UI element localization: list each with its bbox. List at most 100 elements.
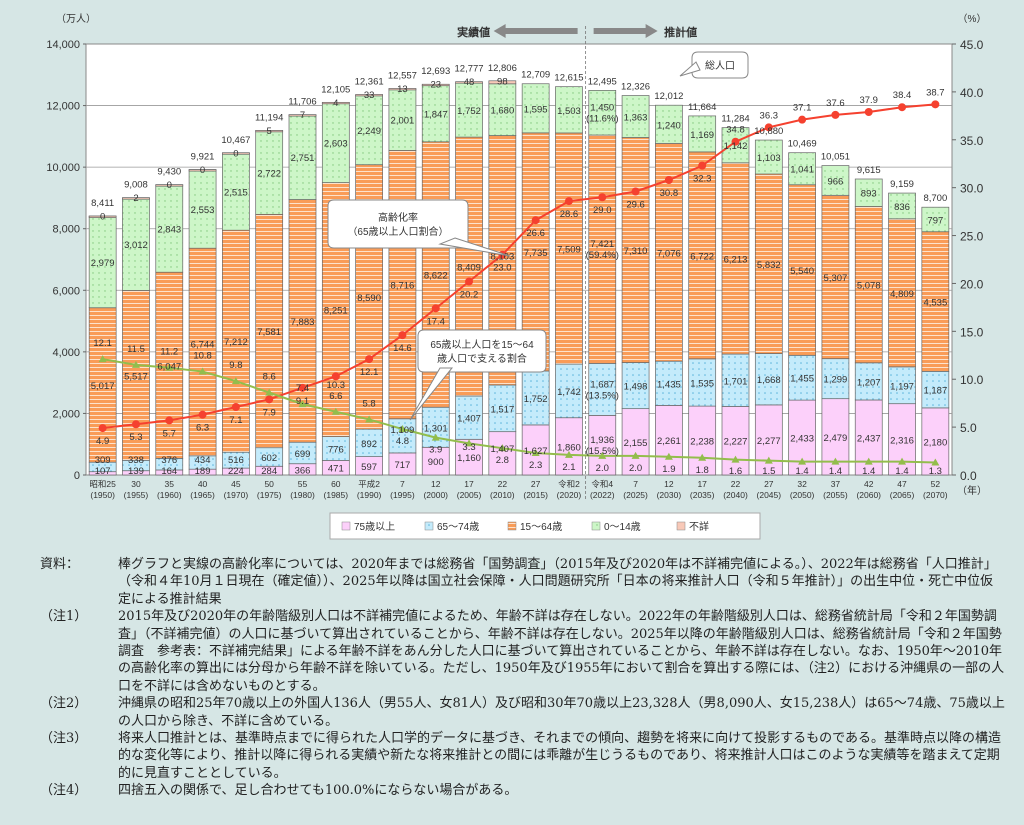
bar-value-label: 6,744 [191, 340, 215, 351]
bar-segment [288, 114, 317, 200]
aging-rate-point [465, 277, 474, 286]
bar-segment [821, 358, 850, 400]
bar-value-label: 471 [328, 464, 344, 475]
bar-segment [421, 446, 450, 476]
bar-value-label: 1,299 [824, 375, 848, 386]
projected-label: 推計値 [664, 25, 697, 39]
bar-segment [122, 197, 150, 200]
bar-segment [621, 137, 650, 363]
support-ratio-label: 7.4 [296, 383, 309, 394]
x-tick-label: 27 [764, 479, 774, 489]
bar-total-label: 10,880 [754, 126, 783, 137]
bar-segment [588, 415, 617, 476]
bar-segment [688, 115, 717, 153]
x-tick-label: (2015) [523, 490, 548, 500]
total-callout-text: 総人口 [705, 59, 735, 72]
legend-swatch [424, 521, 434, 531]
aging-rate-label: 38.4 [893, 90, 912, 101]
bar-value-label: 1,160 [457, 453, 481, 464]
support-ratio-point [131, 360, 140, 368]
bar-segment [488, 83, 517, 136]
bar-segment [288, 114, 317, 117]
bar-value-label: 2,479 [824, 433, 848, 444]
legend [329, 512, 761, 540]
bar-value-label: 1,687 [590, 379, 614, 390]
bar-value-label: 5,832 [757, 260, 781, 271]
aging-callout-text: （65歳以上人口割合） [347, 225, 448, 238]
y-tick-left: 14,000 [46, 39, 80, 51]
bar-total-label: 9,615 [857, 165, 881, 176]
bar-value-label: 0 [167, 180, 172, 191]
aging-rate-point [231, 402, 240, 411]
x-tick-label: (1965) [190, 490, 215, 500]
legend-swatch [591, 521, 601, 531]
x-tick-label: 平成2 [358, 479, 380, 489]
bar-total-label: 8,700 [923, 193, 947, 204]
bar-value-label: 1,535 [690, 378, 714, 389]
bar-value-label: 2,603 [324, 139, 348, 150]
support-ratio-point [831, 457, 840, 465]
note-label: （注3） [40, 731, 88, 747]
bar-total-label: 12,777 [455, 64, 484, 75]
bar-pct-label: (13.5%) [586, 390, 619, 401]
support-ratio-point [331, 407, 340, 415]
support-ratio-point [231, 377, 240, 385]
bar-value-label: 1,240 [657, 120, 681, 131]
legend-swatch [341, 521, 351, 531]
x-tick-label: (2000) [423, 490, 448, 500]
bar-value-label: 1,595 [524, 104, 548, 115]
support-ratio-label: 2.0 [596, 463, 609, 474]
y-tick-left: 0 [74, 470, 80, 482]
x-tick-label: (2055) [823, 490, 848, 500]
support-ratio-point [931, 458, 940, 466]
population-chart: 0 2,000 4,000 6,000 8,000 10,000 12,000 14,000 0… [46, 13, 987, 540]
x-tick-label: (2040) [723, 490, 748, 500]
aging-rate-label: 30.8 [660, 188, 679, 199]
bar-segment [155, 184, 184, 187]
bar-segment [655, 104, 683, 144]
aging-rate-point [98, 424, 107, 433]
bar-segment [688, 151, 717, 360]
bar-value-label: 1,860 [557, 442, 581, 453]
bar-segment [388, 88, 417, 151]
y-tick-right: 30.0 [960, 182, 984, 196]
x-tick-label: 35 [165, 479, 175, 489]
aging-rate-label: 29.0 [593, 205, 612, 216]
bar-value-label: 23 [430, 80, 441, 91]
bar-value-label: 5,307 [824, 273, 848, 284]
bar-value-label: 597 [361, 462, 377, 473]
support-ratio-point [365, 415, 374, 423]
support-ratio-label: 1.4 [895, 466, 908, 477]
bar-segment [555, 417, 583, 476]
bar-segment [854, 206, 883, 364]
note-text: 棒グラフと実線の高齢化率については、2020年までは総務省「国勢調査」（2015… [118, 557, 997, 607]
bar-value-label: 1,109 [391, 425, 415, 436]
bar-value-label: 5,078 [857, 281, 881, 292]
bar-value-label: 900 [428, 457, 444, 468]
support-ratio-label: 2.8 [496, 455, 509, 466]
bar-segment [754, 353, 783, 406]
support-ratio-label: 1.5 [762, 466, 775, 477]
aging-rate-point [731, 137, 740, 146]
support-ratio-point [564, 450, 573, 458]
aging-rate-label: 28.6 [560, 209, 579, 220]
bar-segment [621, 408, 650, 476]
aging-rate-label: 5.7 [163, 428, 176, 439]
bar-segment [821, 194, 850, 360]
bar-value-label: 2,751 [291, 153, 315, 164]
bar-value-label: 1,197 [890, 381, 914, 392]
bar-value-label: 139 [128, 466, 144, 477]
support-callout-text: 65歳以上人口を15～64 [430, 339, 534, 351]
aging-rate-point [664, 176, 673, 185]
support-ratio-label: 11.5 [127, 344, 145, 355]
bar-segment [88, 215, 117, 218]
support-ratio-label: 1.3 [929, 466, 942, 477]
bar-value-label: 1,517 [490, 404, 514, 415]
aging-rate-point [431, 304, 440, 313]
y-tick-right: 20.0 [960, 277, 984, 291]
aging-rate-label: 6.3 [196, 423, 209, 434]
bar-value-label: 2,515 [224, 187, 248, 198]
y-tick-right: 40.0 [960, 86, 984, 100]
y-tick-left: 4,000 [52, 347, 80, 359]
x-tick-label: 30 [131, 479, 141, 489]
